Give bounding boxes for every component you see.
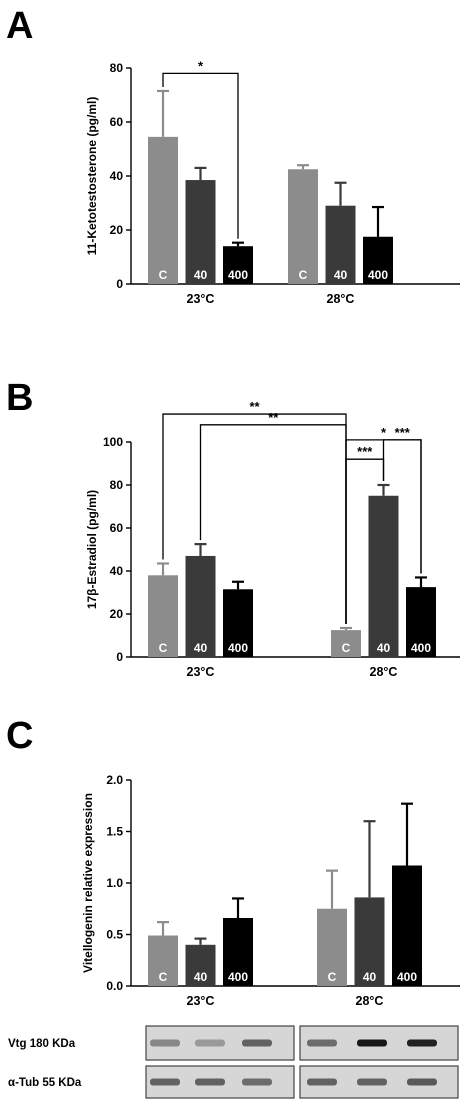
y-tick-label: 100 [103, 435, 123, 449]
blot-band [242, 1078, 272, 1086]
significance-label: ** [249, 399, 260, 414]
blot-band [307, 1039, 337, 1047]
blot-band [407, 1039, 437, 1047]
blot-band [357, 1039, 387, 1047]
blot-label: Vtg 180 KDa [8, 1038, 76, 1050]
bar [223, 918, 253, 986]
significance-label: ** [268, 410, 279, 425]
bar [368, 495, 399, 657]
bar [406, 587, 436, 657]
y-tick-label: 0 [116, 277, 123, 291]
significance-bracket [162, 72, 239, 239]
bar [148, 935, 178, 986]
significance-label: *** [357, 444, 373, 459]
bar [185, 180, 216, 284]
bar-label: 40 [194, 641, 208, 655]
significance-label: *** [395, 425, 411, 440]
y-tick-label: 20 [110, 607, 124, 621]
bar-label: 40 [194, 970, 208, 984]
significance-bracket [199, 424, 347, 624]
chart-panel-a: A 0 20 40 60 80 11-Ketotestosterone (pg/ml) C C 4… [6, 5, 460, 306]
bar-label: 40 [194, 268, 208, 282]
significance-label: * [381, 425, 387, 440]
bar-label: 40 [363, 970, 377, 984]
y-tick-label: 80 [110, 478, 124, 492]
bar-label: C [159, 268, 168, 282]
bar-label: 400 [228, 641, 248, 655]
bar [392, 865, 422, 986]
bar-label: C [342, 641, 351, 655]
y-tick-label: 1.5 [106, 825, 123, 839]
bar [148, 575, 178, 657]
group-label: 28°C [356, 994, 384, 1008]
panel-letter: A [6, 5, 33, 47]
y-axis-label: Vitellogenin relative expression [81, 793, 95, 973]
y-tick-label: 1.0 [106, 876, 123, 890]
bar-label: 40 [334, 268, 348, 282]
western-blot: Vtg 180 KDa α-Tub 55 KDa [8, 1025, 459, 1099]
group-label: 23°C [187, 665, 215, 679]
y-tick-label: 0 [116, 650, 123, 664]
bar [317, 908, 347, 986]
bar-label: 400 [368, 268, 388, 282]
bar-label: 400 [411, 641, 431, 655]
blot-band [357, 1078, 387, 1086]
bar-label: 400 [397, 970, 417, 984]
bar [288, 169, 318, 284]
bar [354, 897, 385, 986]
y-tick-label: 40 [110, 169, 124, 183]
y-tick-label: 2.0 [106, 773, 123, 787]
bar [185, 944, 216, 986]
blot-band [307, 1078, 337, 1086]
bar-label: 400 [228, 970, 248, 984]
y-tick-label: 20 [110, 223, 124, 237]
group-label: 28°C [370, 665, 398, 679]
y-tick-label: 0.0 [106, 979, 123, 993]
blot-band [150, 1078, 180, 1086]
chart-panel-c: C 0.0 0.5 1.0 1.5 2.0 Vitellogenin relative ex… [6, 715, 460, 1008]
bar-label: C [159, 970, 168, 984]
bar [325, 205, 356, 284]
bar-label: C [159, 641, 168, 655]
y-tick-label: 60 [110, 521, 124, 535]
bar [223, 246, 253, 284]
bar-label: C [299, 268, 308, 282]
blot-band [195, 1039, 225, 1047]
blot-band [150, 1039, 180, 1047]
significance-bracket [382, 439, 422, 574]
blot-band [195, 1078, 225, 1086]
group-label: 23°C [187, 994, 215, 1008]
y-tick-label: 60 [110, 115, 124, 129]
blot-band [242, 1039, 272, 1047]
panel-letter: C [6, 715, 33, 757]
bar [363, 236, 393, 284]
chart-panel-b: B 0 20 40 60 80 100 17β-Estradiol (pg/ml) C C 40 40… [6, 377, 460, 679]
y-tick-label: 0.5 [106, 928, 123, 942]
bar-label: C [328, 970, 337, 984]
bar-label: 400 [228, 268, 248, 282]
blot-band [407, 1078, 437, 1086]
panel-letter: B [6, 377, 33, 419]
y-tick-label: 80 [110, 61, 124, 75]
bar [185, 555, 216, 657]
y-axis-label: 17β-Estradiol (pg/ml) [85, 490, 99, 609]
bar [148, 136, 178, 284]
y-axis-label: 11-Ketotestosterone (pg/ml) [85, 97, 99, 256]
group-label: 23°C [187, 292, 215, 306]
bar-label: 40 [377, 641, 391, 655]
bar [223, 589, 253, 657]
bar [331, 630, 361, 657]
significance-label: * [198, 58, 204, 73]
blot-label: α-Tub 55 KDa [8, 1077, 82, 1089]
y-tick-label: 40 [110, 564, 124, 578]
group-label: 28°C [327, 292, 355, 306]
